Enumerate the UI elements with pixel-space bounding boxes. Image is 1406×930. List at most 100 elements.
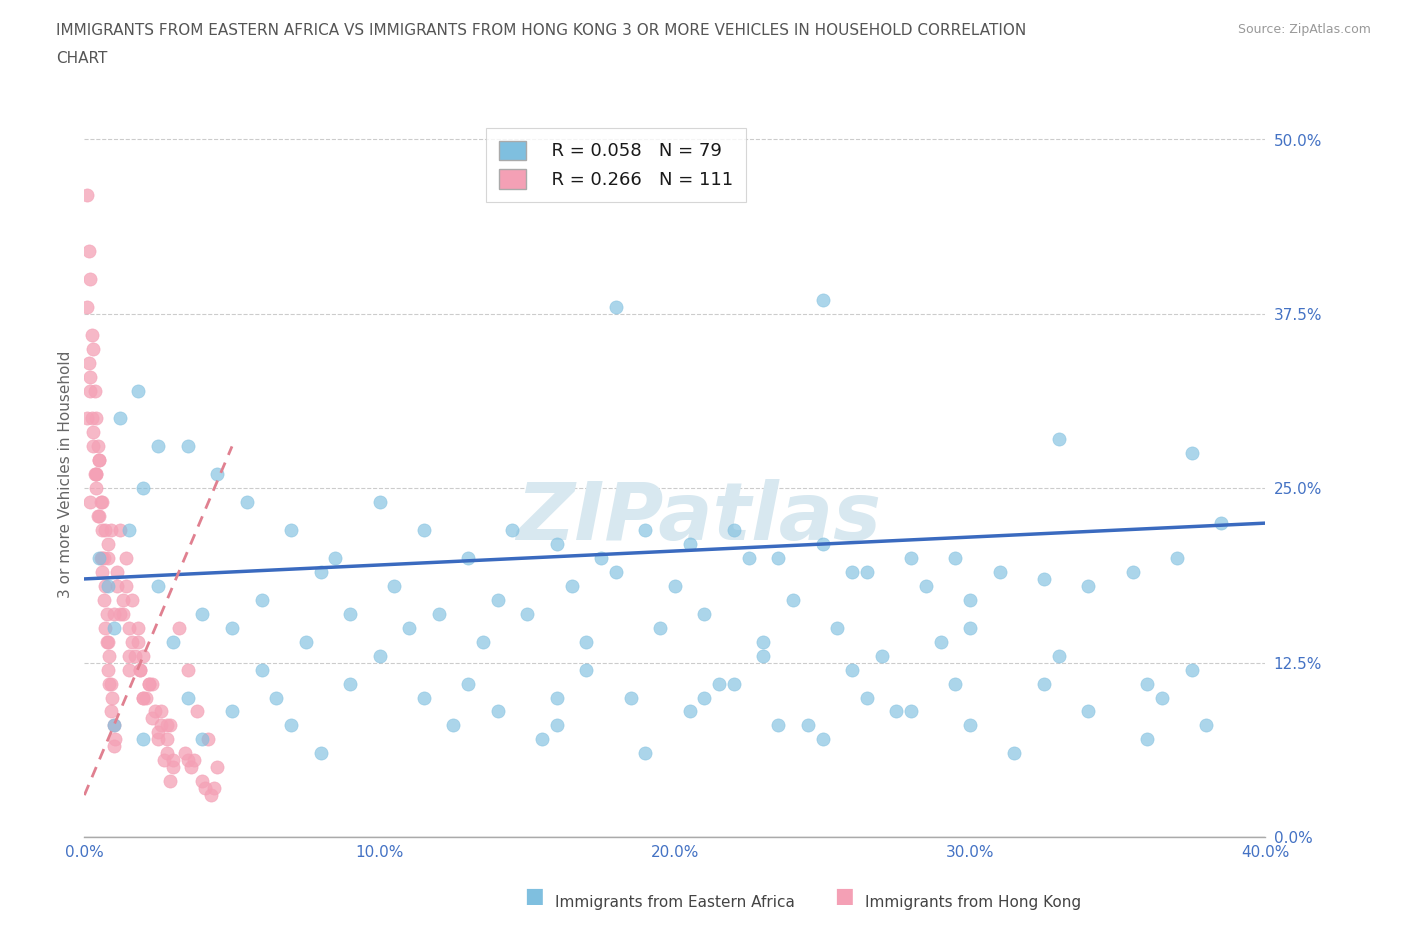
Point [1077, 578, 1099, 593]
Point [86, 439, 108, 454]
Point [97, 578, 120, 593]
Point [148, 439, 170, 454]
Point [141, 711, 163, 726]
Point [591, 551, 613, 565]
Point [856, 690, 879, 705]
Point [98, 676, 121, 691]
Point [900, 704, 922, 719]
Point [236, 495, 259, 510]
Point [207, 760, 229, 775]
Point [87, 453, 111, 468]
Legend:   R = 0.058   N = 79,   R = 0.266   N = 111: R = 0.058 N = 79, R = 0.266 N = 111 [486, 128, 745, 202]
Point [132, 732, 155, 747]
Point [100, 523, 122, 538]
Point [82, 439, 104, 454]
Point [1077, 704, 1099, 719]
Point [138, 676, 160, 691]
Point [87, 509, 111, 524]
Point [634, 746, 657, 761]
Point [103, 718, 125, 733]
Point [197, 732, 219, 747]
Point [79, 369, 101, 384]
Point [886, 704, 908, 719]
Point [194, 781, 217, 796]
Point [83, 467, 105, 482]
Point [1004, 746, 1026, 761]
Point [207, 467, 229, 482]
Point [1152, 690, 1174, 705]
Point [167, 620, 190, 635]
Point [959, 592, 981, 607]
Point [575, 634, 598, 649]
Point [86, 509, 108, 524]
Point [1136, 732, 1159, 747]
Text: ■: ■ [524, 886, 544, 906]
Point [127, 634, 149, 649]
Point [118, 620, 141, 635]
Point [650, 620, 672, 635]
Point [148, 732, 170, 747]
Point [156, 718, 179, 733]
Point [127, 383, 149, 398]
Point [870, 648, 893, 663]
Point [486, 704, 509, 719]
Point [546, 690, 568, 705]
Point [143, 704, 166, 719]
Point [177, 753, 200, 768]
Point [132, 648, 155, 663]
Point [1122, 565, 1144, 579]
Point [82, 425, 104, 440]
Point [191, 606, 214, 621]
Point [108, 606, 131, 621]
Point [634, 523, 657, 538]
Point [605, 299, 627, 314]
Point [156, 746, 179, 761]
Point [180, 760, 202, 775]
Point [173, 746, 195, 761]
Point [988, 565, 1011, 579]
Point [101, 690, 124, 705]
Point [103, 620, 125, 635]
Point [148, 725, 170, 740]
Point [679, 537, 702, 551]
Point [723, 676, 745, 691]
Point [94, 620, 117, 635]
Point [76, 188, 98, 203]
Point [295, 634, 318, 649]
Point [77, 355, 100, 370]
Point [723, 523, 745, 538]
Point [118, 662, 141, 677]
Point [121, 592, 143, 607]
Point [900, 551, 922, 565]
Point [108, 411, 131, 426]
Point [693, 606, 716, 621]
Point [90, 551, 112, 565]
Point [138, 676, 160, 691]
Point [768, 718, 790, 733]
Point [118, 523, 141, 538]
Point [782, 592, 804, 607]
Point [79, 383, 101, 398]
Point [156, 732, 179, 747]
Y-axis label: 3 or more Vehicles in Household: 3 or more Vehicles in Household [58, 351, 73, 598]
Point [91, 565, 114, 579]
Point [150, 718, 173, 733]
Point [797, 718, 820, 733]
Point [177, 662, 200, 677]
Point [486, 592, 509, 607]
Text: IMMIGRANTS FROM EASTERN AFRICA VS IMMIGRANTS FROM HONG KONG 3 OR MORE VEHICLES I: IMMIGRANTS FROM EASTERN AFRICA VS IMMIGR… [56, 23, 1026, 38]
Point [457, 676, 479, 691]
Point [516, 606, 538, 621]
Point [811, 732, 834, 747]
Point [1181, 446, 1204, 461]
Point [752, 648, 775, 663]
Point [398, 620, 420, 635]
Point [811, 537, 834, 551]
Point [827, 620, 849, 635]
Point [664, 578, 686, 593]
Point [191, 774, 214, 789]
Point [118, 648, 141, 663]
Point [103, 738, 125, 753]
Point [177, 690, 200, 705]
Point [132, 690, 155, 705]
